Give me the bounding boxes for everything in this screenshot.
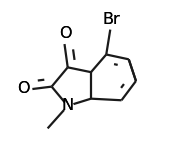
- Text: O: O: [59, 26, 72, 41]
- Text: Br: Br: [102, 12, 120, 27]
- Text: O: O: [17, 81, 30, 96]
- Text: N: N: [62, 98, 74, 113]
- Text: N: N: [62, 98, 74, 113]
- Text: Br: Br: [102, 12, 120, 27]
- Text: O: O: [17, 81, 30, 96]
- Text: O: O: [59, 26, 72, 41]
